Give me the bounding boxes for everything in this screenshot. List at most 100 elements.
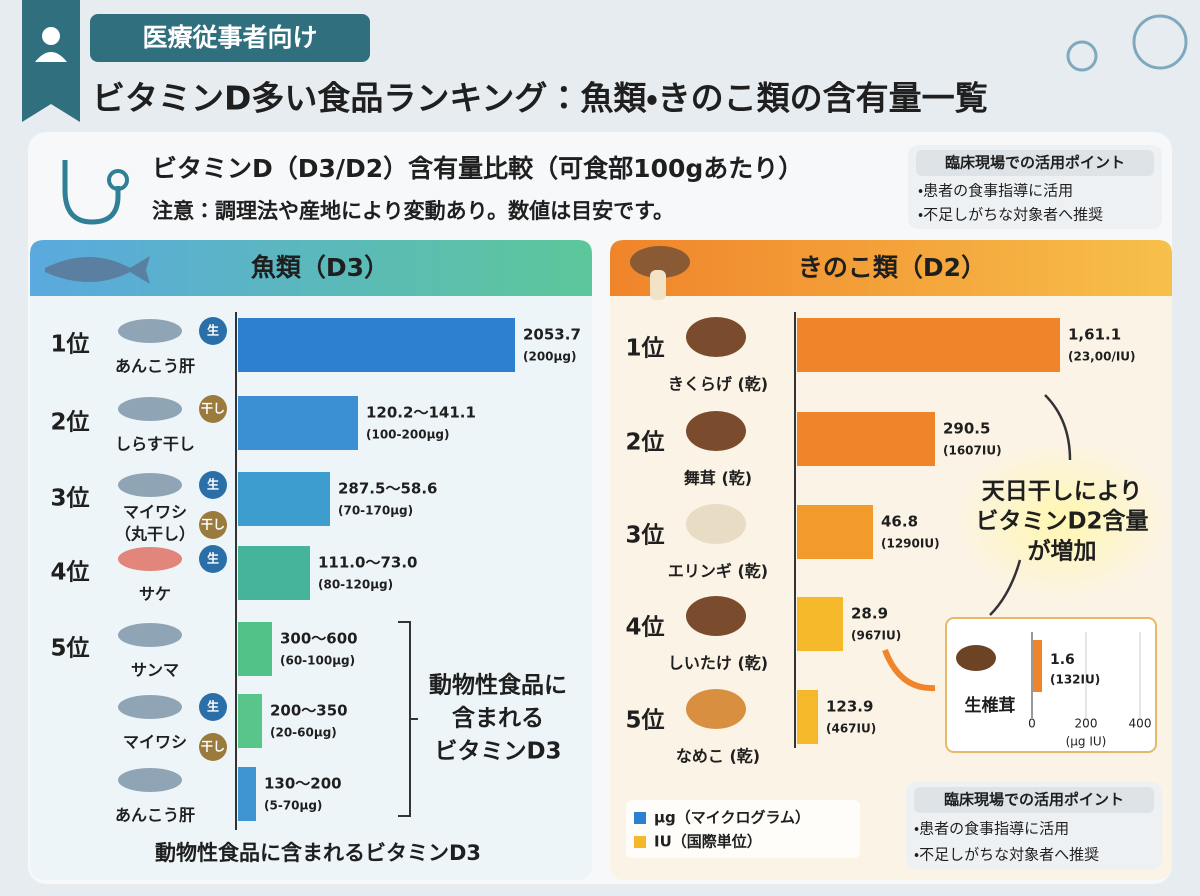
- bar: [797, 505, 873, 559]
- legend-label: IU（国際単位）: [654, 833, 762, 851]
- mushroom-icon: [956, 645, 996, 671]
- tag-text: 生: [207, 323, 219, 338]
- mushroom-icon: [686, 596, 746, 636]
- arrow: [989, 559, 1022, 616]
- tag: [199, 471, 227, 499]
- tag: [199, 693, 227, 721]
- mushroom-title: きのこ類（D2）: [798, 253, 986, 282]
- mushroom-icon: [686, 689, 746, 729]
- tag: [199, 733, 227, 761]
- value-label: 290.5: [943, 420, 990, 438]
- bar: [238, 318, 515, 372]
- note: 注意：調理法や産地により変動あり。数値は目安です。: [152, 199, 674, 223]
- legend-swatch: [634, 812, 646, 824]
- fish-title: 魚類（D3）: [251, 253, 389, 282]
- tag: [199, 545, 227, 573]
- legend: [626, 800, 860, 858]
- doctor-icon: [42, 27, 60, 45]
- food-name: あんこう肝: [115, 806, 195, 825]
- fish-icon: [118, 768, 182, 792]
- bar: [797, 318, 1060, 372]
- tips-title: 臨床現場での活用ポイント: [944, 791, 1124, 809]
- legend-label: µg（マイクログラム）: [654, 809, 810, 827]
- food-name: なめこ (乾): [676, 747, 760, 766]
- fish-icon: [118, 695, 182, 719]
- fish-icon: [118, 623, 182, 647]
- bar: [797, 597, 843, 651]
- food-name: 舞茸 (乾): [683, 469, 752, 488]
- value-label: 1,61.1: [1068, 326, 1121, 344]
- virus-icon: [1132, 14, 1188, 70]
- callout: 天日干しにより: [982, 479, 1143, 505]
- value-sub: (467IU): [826, 722, 876, 736]
- value-sub: (60-100µg): [280, 654, 355, 668]
- fish-icon: [45, 256, 150, 284]
- tag-text: 生: [207, 699, 219, 714]
- tips-item: ・患者の食事指導に活用: [918, 182, 1073, 200]
- mushroom-icon: [630, 246, 690, 278]
- value-label: 28.9: [851, 605, 888, 623]
- value-label: 120.2～141.1: [366, 404, 476, 422]
- bracket-note: 動物性食品に: [429, 672, 567, 699]
- tag-text: 干し: [201, 402, 225, 416]
- rank: 3位: [50, 486, 89, 512]
- rank: 1位: [625, 336, 664, 362]
- value-sub: (23,00/IU): [1068, 350, 1136, 364]
- inset-tick: 0: [1028, 717, 1036, 731]
- rank: 3位: [625, 523, 664, 549]
- tag: [199, 511, 227, 539]
- tag: [199, 395, 227, 423]
- tag-text: 干し: [201, 518, 225, 532]
- tips-item: ・不足しがちな対象者へ推奨: [914, 846, 1099, 864]
- rank: 5位: [625, 708, 664, 734]
- bracket-note: 含まれる: [452, 706, 544, 732]
- inset-bar: [1033, 640, 1042, 692]
- inset-box: [945, 617, 1157, 753]
- inset-unit: (µg IU): [1066, 735, 1107, 749]
- tips-header: [916, 150, 1154, 176]
- food-name: しらす干し: [115, 435, 195, 454]
- tag-text: 生: [207, 551, 219, 566]
- rank: 4位: [50, 560, 89, 586]
- food-name: しいたけ (乾): [668, 654, 768, 673]
- food-name: きくらげ (乾): [668, 375, 768, 394]
- inset-sub: (132IU): [1050, 673, 1100, 687]
- food-name: サンマ: [131, 661, 179, 680]
- food-name: サケ: [139, 585, 171, 604]
- rank: 1位: [50, 332, 89, 358]
- doctor-icon: [35, 52, 67, 62]
- food-name: マイワシ: [123, 733, 187, 752]
- bracket-note: ビタミンD3: [434, 739, 561, 765]
- value-label: 123.9: [826, 698, 873, 716]
- value-sub: (80-120µg): [318, 578, 393, 592]
- rank: 2位: [625, 430, 664, 456]
- value-sub: (1290IU): [881, 537, 940, 551]
- tips-header: [914, 787, 1154, 813]
- food-name: （丸干し）: [115, 525, 195, 544]
- mushroom-icon: [686, 317, 746, 357]
- fish-icon: [118, 473, 182, 497]
- value-sub: (100-200µg): [366, 428, 449, 442]
- stethoscope-icon: [62, 160, 121, 225]
- bar: [238, 767, 256, 821]
- rank: 2位: [50, 410, 89, 436]
- virus-icon: [1066, 40, 1098, 72]
- inset-tick: 200: [1075, 717, 1098, 731]
- callout: ビタミンD2含量: [975, 509, 1148, 535]
- food-name: あんこう肝: [115, 357, 195, 376]
- value-sub: (967IU): [851, 629, 901, 643]
- rank: 4位: [625, 615, 664, 641]
- value-sub: (200µg): [523, 350, 576, 364]
- value-sub: (20-60µg): [270, 726, 337, 740]
- fish-footer: 動物性食品に含まれるビタミンD3: [155, 841, 481, 865]
- arrow: [882, 648, 936, 692]
- legend-swatch: [634, 836, 646, 848]
- tag: [199, 317, 227, 345]
- glow: [952, 440, 1172, 600]
- badge-text: 医療従事者向け: [142, 23, 317, 52]
- inset-value: 1.6: [1050, 652, 1075, 668]
- callout: が増加: [1028, 538, 1097, 565]
- value-label: 2053.7: [523, 326, 581, 344]
